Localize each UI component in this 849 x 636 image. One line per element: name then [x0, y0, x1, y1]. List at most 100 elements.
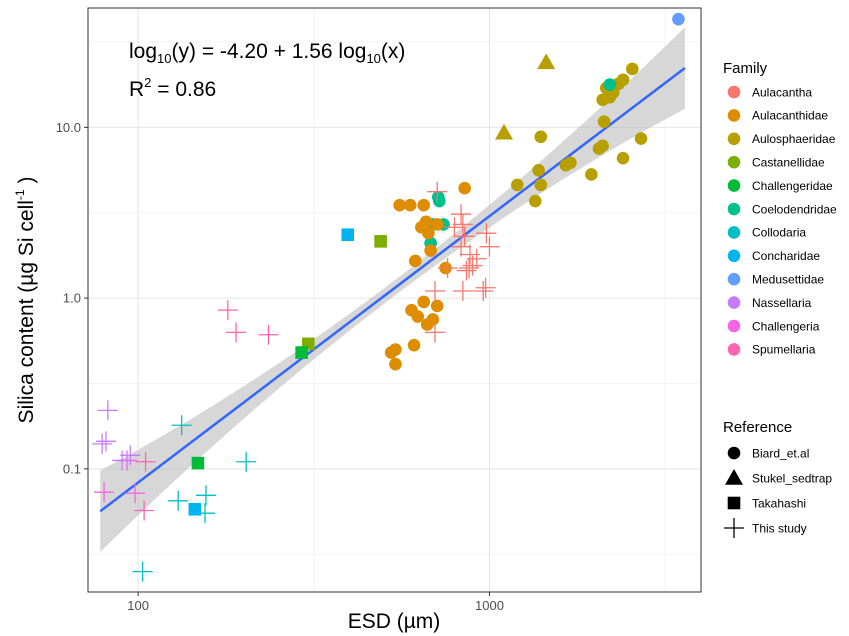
r-squared-sup: 2 — [144, 75, 151, 90]
legend-key-dot — [727, 179, 741, 192]
legend-label-reference: Stukel_sedtrap — [752, 471, 832, 485]
data-point — [596, 93, 609, 107]
legend: Family Aulacantha Aulacanthidae Aulosphaeri… — [723, 60, 837, 538]
legend-key-dot — [727, 226, 741, 239]
reference-legend-title: Reference — [723, 419, 792, 436]
x-tick-label: 1000 — [475, 598, 504, 613]
data-point — [634, 132, 648, 145]
data-point — [425, 281, 446, 302]
data-point — [97, 400, 118, 421]
data-point — [168, 490, 189, 511]
data-point — [597, 115, 611, 128]
data-point — [559, 158, 573, 172]
data-point — [425, 322, 446, 343]
data-point — [476, 223, 497, 244]
legend-key-dot — [727, 109, 741, 122]
data-point — [534, 130, 548, 144]
data-point — [422, 226, 435, 240]
data-point — [95, 431, 116, 452]
regression-equation: log10(y) = -4.20 + 1.56 log10(x) — [129, 40, 405, 66]
data-point — [424, 244, 437, 257]
data-point — [430, 299, 444, 313]
r-squared-r: R — [129, 78, 144, 101]
data-point — [495, 123, 514, 140]
legend-key-shape — [727, 446, 741, 460]
legend-key-shape — [725, 469, 743, 485]
data-point — [389, 357, 402, 371]
data-point — [195, 485, 216, 506]
data-point — [295, 346, 308, 359]
data-point — [393, 198, 406, 212]
legend-key-dot — [727, 85, 741, 99]
data-point — [616, 151, 630, 165]
data-point — [94, 482, 115, 503]
r-squared-value: = 0.86 — [151, 78, 216, 101]
data-point — [537, 53, 556, 70]
data-point — [120, 445, 141, 466]
legend-label-family: Challengeria — [752, 319, 820, 333]
data-point — [672, 12, 685, 26]
legend-key-shape — [724, 518, 744, 538]
data-point — [188, 502, 202, 516]
fit-layer — [99, 27, 686, 553]
points-layer — [92, 12, 685, 582]
legend-label-family: Challengeridae — [752, 179, 833, 193]
data-point — [452, 214, 473, 235]
data-point — [431, 190, 445, 204]
legend-key-dot — [727, 272, 741, 286]
eq-part-end: (x) — [381, 40, 406, 63]
data-point — [532, 164, 545, 177]
data-point — [430, 218, 444, 231]
data-point — [403, 198, 417, 212]
data-point — [452, 281, 473, 302]
data-point — [125, 483, 146, 504]
data-point — [437, 258, 458, 279]
legend-label-family: Medusettidae — [752, 273, 824, 287]
data-point — [384, 346, 398, 359]
legend-key-dot — [727, 319, 741, 333]
legend-label-family: Concharidae — [752, 249, 820, 263]
data-point — [171, 415, 192, 436]
data-point — [417, 295, 431, 309]
data-point — [132, 561, 153, 582]
legend-label-family: Collodaria — [752, 226, 806, 240]
data-point — [341, 228, 355, 242]
x-tick-label: 100 — [127, 598, 149, 613]
data-point — [407, 338, 421, 352]
legend-key-dot — [727, 132, 741, 146]
y-axis-title-tail: ) — [15, 177, 38, 190]
data-point — [459, 258, 480, 279]
data-point — [134, 500, 155, 521]
data-point — [444, 217, 465, 238]
data-point — [458, 181, 471, 195]
data-point — [475, 277, 496, 298]
x-axis-title: ESD (µm) — [348, 610, 441, 633]
plot-panel-border — [87, 7, 702, 593]
data-point — [451, 236, 472, 257]
legend-key-dot — [727, 249, 741, 263]
legend-label-reference: Biard_et.al — [752, 446, 809, 460]
data-point — [417, 198, 431, 212]
legend-key-dot — [727, 296, 741, 309]
data-point — [217, 300, 238, 321]
data-point — [528, 194, 542, 208]
data-point — [534, 178, 548, 192]
y-axis-title-main: Silica content (µg Si cell — [15, 200, 38, 423]
data-point — [408, 254, 422, 268]
ticks-layer: 100 1000 0.1 1.0 10.0 — [56, 120, 504, 613]
data-point — [451, 204, 472, 225]
eq-part-log1: log — [129, 40, 157, 63]
legend-label-family: Spumellaria — [752, 343, 816, 357]
legend-label-reference: This study — [752, 521, 807, 535]
data-point — [374, 235, 387, 248]
regression-line — [99, 66, 686, 513]
legend-key-dot — [727, 343, 741, 356]
legend-label-reference: Takahashi — [752, 496, 806, 510]
legend-label-family: Aulacantha — [752, 85, 812, 99]
data-point — [258, 324, 279, 345]
y-tick-label: 1.0 — [63, 291, 81, 306]
legend-label-family: Aulosphaeridae — [752, 132, 836, 146]
data-point — [411, 310, 425, 323]
family-legend-title: Family — [723, 60, 768, 77]
